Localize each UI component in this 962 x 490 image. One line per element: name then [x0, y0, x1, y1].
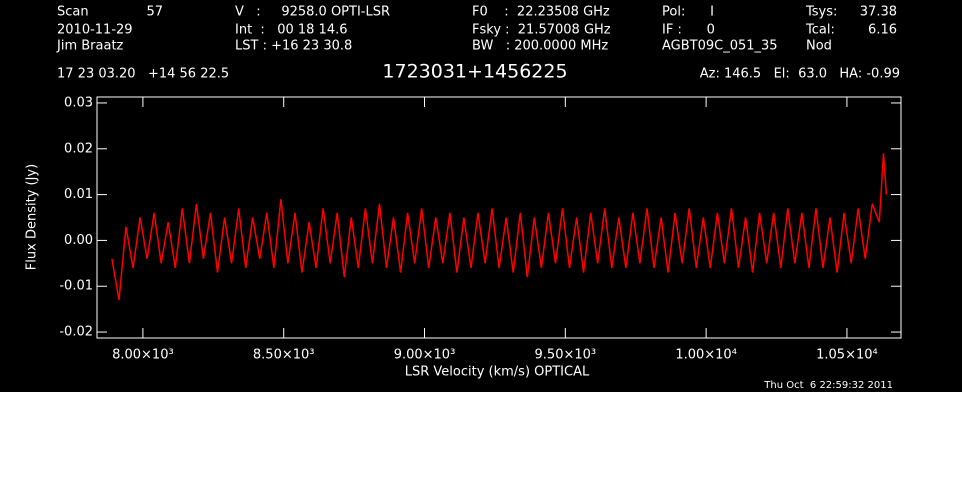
header-text: Az: 146.5 El: 63.0 HA: -0.99 — [700, 67, 900, 82]
plot-frame — [96, 96, 902, 339]
x-tick-label: 8.00×10³ — [112, 348, 174, 363]
x-tick-label: 8.50×10³ — [253, 348, 315, 363]
header-text: Jim Braatz — [56, 39, 124, 54]
y-tick-label: -0.01 — [59, 279, 93, 294]
x-tick-label: 9.50×10³ — [535, 348, 597, 363]
footer-date: Thu Oct 6 22:59:32 2011 — [763, 380, 893, 391]
header-text: IF : 0 — [662, 23, 715, 38]
header-text: Scan — [57, 5, 89, 20]
x-tick-label: 9.00×10³ — [394, 348, 456, 363]
header-text: 6.16 — [868, 23, 897, 38]
plot-background — [0, 0, 962, 392]
header-text: F0 : 22.23508 GHz — [472, 5, 610, 20]
y-tick-label: 0.01 — [64, 187, 93, 202]
header-text: Tcal: — [805, 23, 835, 38]
header-text: 17 23 03.20 +14 56 22.5 — [57, 67, 229, 82]
y-axis-label: Flux Density (Jy) — [25, 164, 40, 270]
header-text: 57 — [146, 5, 163, 20]
chart-title: 1723031+1456225 — [382, 61, 567, 83]
header-text: BW : 200.0000 MHz — [472, 39, 608, 54]
x-axis-label: LSR Velocity (km/s) OPTICAL — [405, 365, 590, 380]
y-tick-label: -0.02 — [59, 325, 93, 340]
y-tick-label: 0.02 — [64, 141, 93, 156]
header-text: AGBT09C_051_35 — [662, 39, 778, 54]
header-text: 37.38 — [860, 5, 897, 20]
header-text: Fsky : 21.57008 GHz — [472, 23, 611, 38]
y-tick-label: 0.03 — [64, 95, 93, 110]
header-text: Tsys: — [805, 5, 837, 20]
y-tick-label: 0.00 — [64, 233, 93, 248]
header-text: V : 9258.0 OPTI-LSR — [235, 5, 390, 20]
x-tick-label: 1.00×10⁴ — [675, 348, 737, 363]
spectrum-line — [111, 153, 888, 301]
header-text: LST : +16 23 30.8 — [235, 39, 352, 54]
header-text: Int : 00 18 14.6 — [235, 23, 348, 38]
header-text: 2010-11-29 — [57, 23, 133, 38]
header-text: Nod — [806, 39, 832, 54]
x-tick-label: 1.05×10⁴ — [816, 348, 878, 363]
header-text: Pol: I — [662, 5, 714, 20]
